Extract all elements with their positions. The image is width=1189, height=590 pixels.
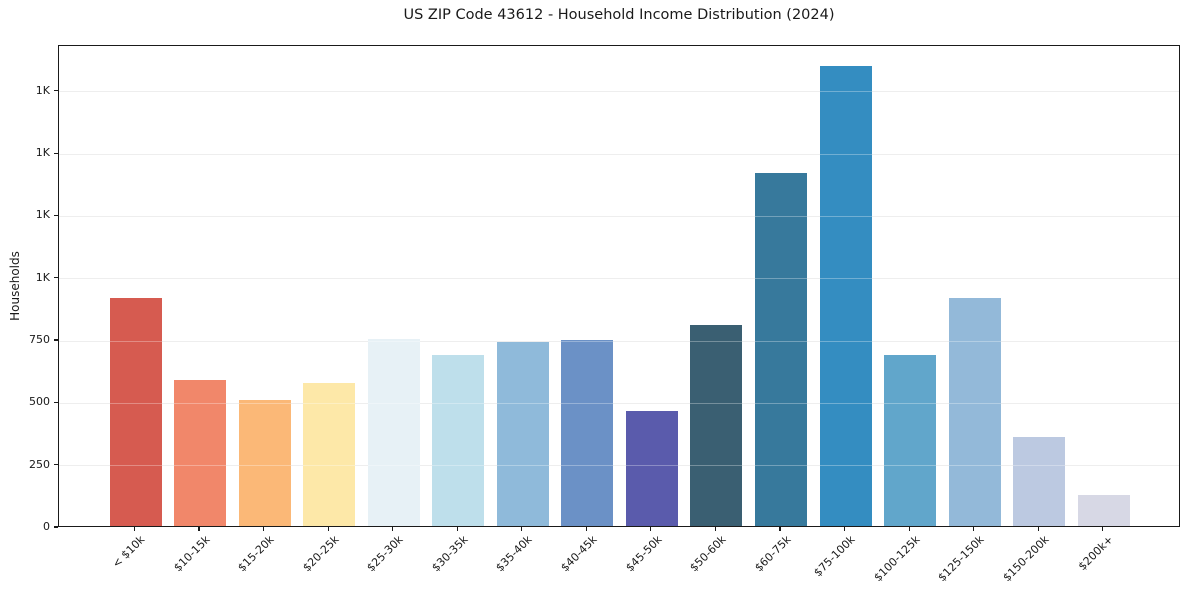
chart-title: US ZIP Code 43612 - Household Income Dis… bbox=[403, 7, 835, 23]
x-tick-label: $15-20k bbox=[235, 533, 277, 575]
x-tick-mark bbox=[779, 527, 781, 531]
gridline-overlay bbox=[59, 215, 1179, 217]
y-tick-mark bbox=[53, 277, 58, 279]
gridline-overlay bbox=[59, 402, 1179, 404]
y-tick-mark bbox=[53, 152, 58, 154]
x-tick-mark bbox=[198, 527, 200, 531]
x-tick-label: $75-100k bbox=[811, 533, 858, 580]
y-tick-label: 1K bbox=[35, 208, 50, 222]
x-tick-mark bbox=[650, 527, 652, 531]
y-tick-label: 250 bbox=[29, 457, 50, 471]
y-tick-mark bbox=[53, 214, 58, 217]
y-tick-mark bbox=[53, 90, 58, 92]
bar-$125-150k bbox=[948, 297, 1001, 526]
x-tick-mark bbox=[843, 527, 846, 531]
bar-$10-15k bbox=[174, 380, 227, 526]
bar-< $10k bbox=[109, 297, 162, 526]
x-tick-label: $200k+ bbox=[1075, 533, 1116, 574]
x-tick-mark bbox=[585, 527, 587, 531]
bar-$60-75k bbox=[755, 172, 807, 526]
gridline bbox=[59, 215, 1179, 217]
bar-$50-60k bbox=[690, 324, 743, 526]
x-tick-mark bbox=[1037, 527, 1039, 531]
x-tick-label: $25-30k bbox=[364, 533, 406, 575]
gridline-overlay bbox=[59, 153, 1179, 155]
x-tick-mark bbox=[973, 527, 975, 531]
y-tick-label: 1K bbox=[35, 270, 50, 284]
gridline bbox=[59, 465, 1179, 467]
x-tick-label: $40-45k bbox=[558, 533, 600, 575]
y-tick-mark bbox=[53, 464, 58, 466]
y-tick-mark bbox=[53, 339, 58, 341]
bar-$35-40k bbox=[496, 341, 549, 526]
x-tick-label: $150-200k bbox=[1000, 533, 1052, 585]
y-tick-label: 1K bbox=[35, 146, 50, 160]
x-tick-label: $30-35k bbox=[429, 533, 471, 575]
gridline-overlay bbox=[59, 465, 1179, 467]
y-axis-label: Households bbox=[8, 251, 22, 321]
x-tick-label: $60-75k bbox=[751, 533, 794, 575]
gridline-overlay bbox=[59, 340, 1179, 342]
y-tick-label: 0 bbox=[43, 520, 50, 533]
x-tick-label: $45-50k bbox=[622, 533, 665, 575]
x-tick-mark bbox=[1102, 527, 1104, 531]
gridline bbox=[59, 91, 1179, 93]
y-tick-mark bbox=[53, 401, 58, 403]
y-tick-label: 500 bbox=[29, 395, 50, 409]
x-tick-mark bbox=[714, 527, 717, 531]
bar-$100-125k bbox=[884, 354, 937, 526]
y-tick-mark bbox=[53, 526, 58, 528]
gridline bbox=[59, 153, 1179, 155]
bar-$20-25k bbox=[303, 382, 356, 526]
bar-$30-35k bbox=[432, 355, 485, 526]
x-tick-label: $100-125k bbox=[871, 533, 923, 585]
x-tick-mark bbox=[392, 527, 394, 531]
bar-$40-45k bbox=[561, 340, 614, 526]
x-tick-label: $125-150k bbox=[935, 533, 987, 585]
gridline bbox=[59, 402, 1179, 404]
y-tick-label: 750 bbox=[29, 333, 50, 347]
x-tick-mark bbox=[327, 527, 329, 531]
x-tick-label: $10-15k bbox=[170, 533, 213, 575]
x-tick-label: $20-25k bbox=[300, 533, 342, 575]
x-tick-label: $35-40k bbox=[493, 533, 536, 575]
x-tick-label: $50-60k bbox=[687, 533, 729, 575]
x-tick-mark bbox=[521, 527, 523, 531]
x-tick-label: < $10k bbox=[110, 533, 148, 571]
gridline-overlay bbox=[59, 91, 1179, 93]
bar-$45-50k bbox=[625, 410, 678, 526]
x-tick-mark bbox=[908, 527, 910, 531]
gridline bbox=[59, 340, 1179, 342]
bar-$25-30k bbox=[367, 338, 420, 526]
bar-$15-20k bbox=[238, 400, 291, 526]
gridline bbox=[59, 278, 1179, 280]
bar-$200k+ bbox=[1077, 495, 1130, 526]
x-tick-mark bbox=[456, 527, 458, 531]
x-tick-mark bbox=[133, 527, 136, 531]
y-tick-label: 1K bbox=[35, 83, 50, 97]
gridline-overlay bbox=[59, 278, 1179, 280]
plot-area bbox=[58, 45, 1180, 527]
x-tick-mark bbox=[263, 527, 265, 531]
bar-$75-100k bbox=[819, 65, 872, 526]
bar-$150-200k bbox=[1013, 436, 1066, 526]
